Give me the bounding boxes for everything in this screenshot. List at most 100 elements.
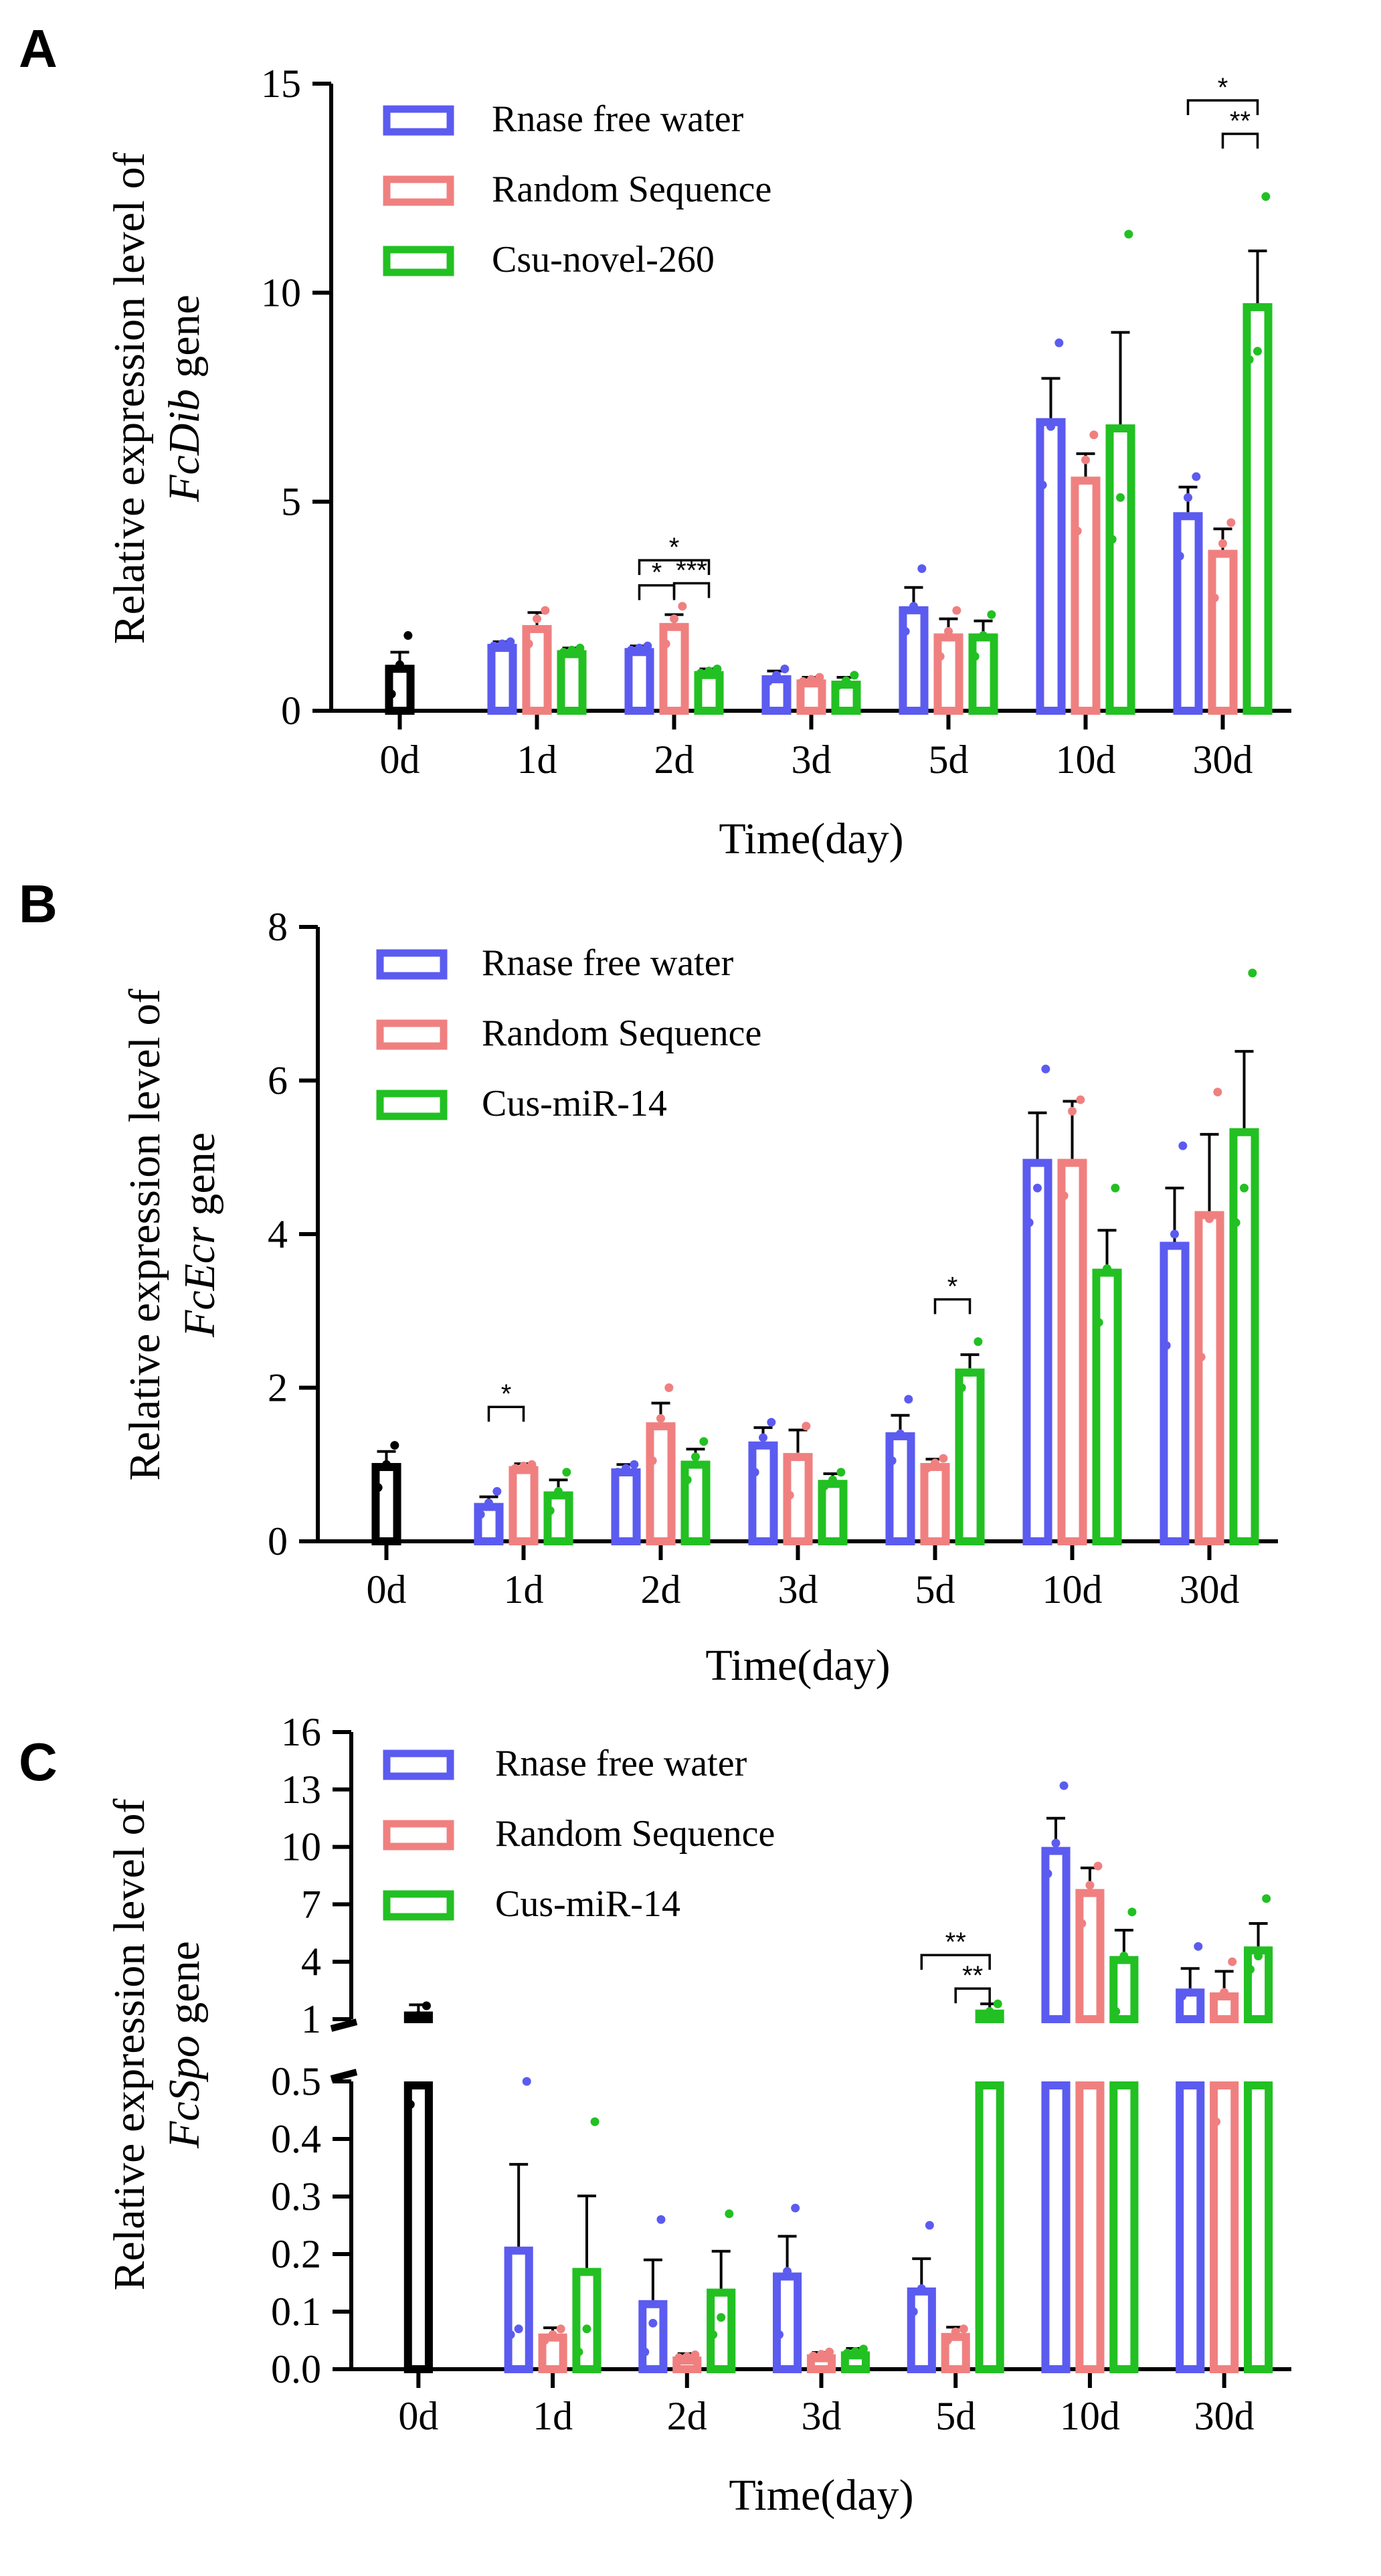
x-tick-label: 5d <box>915 1567 955 1612</box>
x-tick-label: 2d <box>654 738 695 782</box>
significance-label: ** <box>945 1927 966 1957</box>
significance-bracket <box>638 584 676 600</box>
x-tick-label: 10d <box>1042 1567 1103 1612</box>
series1-3d-point-2 <box>815 673 824 682</box>
control-0d-point-0 <box>373 1483 383 1492</box>
series0-1d-point-2 <box>522 2077 531 2086</box>
control-0d-point-1 <box>382 1460 391 1469</box>
series1-30d-point-2 <box>1228 1957 1237 1966</box>
series2-10d-bar <box>1092 1268 1122 1545</box>
series1-1d-point-0 <box>540 2336 549 2345</box>
significance-label: * <box>669 533 680 562</box>
series0-10d-bar-seg1 <box>1041 2081 1071 2373</box>
legend-swatch <box>376 949 448 980</box>
significance-label: * <box>652 558 662 588</box>
series2-5d-point-0 <box>957 1383 966 1392</box>
series2-2d-point-2 <box>725 2209 734 2219</box>
series1-1d-point-0 <box>524 639 533 649</box>
chart-fcecr: 0 2 4 6 8 0d 1d 2d 3d 5d 10d 30d Time(day) Relative e… <box>120 905 1278 1690</box>
significance-bracket <box>954 1987 991 2004</box>
significance-label: * <box>501 1379 512 1409</box>
x-tick-label: 1d <box>533 2394 573 2438</box>
series2-5d-point-1 <box>979 631 988 640</box>
control-0d-point-0 <box>405 2099 415 2109</box>
series1-1d-point-2 <box>541 606 550 615</box>
series0-10d-point-0 <box>1024 1218 1034 1227</box>
significance-bracket <box>1186 99 1259 115</box>
series1-5d-point-1 <box>944 626 953 636</box>
series1-30d-point-0 <box>1196 1353 1206 1362</box>
significance-label: * <box>947 1272 958 1302</box>
series2-5d-point-2 <box>974 1337 983 1347</box>
series2-30d-bar-seg1 <box>1243 2081 1273 2373</box>
series2-5d-bar <box>968 633 998 715</box>
series1-2d-point-0 <box>648 1456 657 1466</box>
series0-30d-point-2 <box>1194 1942 1203 1951</box>
series2-10d-point-1 <box>1116 493 1125 502</box>
series1-30d-point-0 <box>1212 2117 1221 2126</box>
series2-1d-bar <box>543 1491 573 1546</box>
x-tick-label: 10d <box>1056 738 1116 782</box>
series0-30d-point-0 <box>1175 551 1184 561</box>
legend-label: Random Sequence <box>495 1813 775 1855</box>
series2-2d-point-0 <box>709 2330 718 2339</box>
y-axis-title-gene: FcDib <box>160 389 209 503</box>
control-0d-bar-seg1 <box>403 2081 433 2373</box>
series1-10d-point-2 <box>1093 1861 1103 1871</box>
series1-1d-bar <box>509 1466 539 1545</box>
series0-3d-point-1 <box>771 671 781 680</box>
series1-2d-point-0 <box>674 2353 684 2363</box>
control-0d-point-2 <box>422 2001 431 2010</box>
significance-label: * <box>1218 73 1228 102</box>
series1-30d-point-2 <box>1213 1088 1222 1097</box>
series2-30d-point-2 <box>1261 192 1271 201</box>
y-tick-label-lower: 0.4 <box>271 2117 321 2161</box>
series0-10d-point-0 <box>1038 481 1047 490</box>
x-tick-label: 0d <box>367 1567 407 1612</box>
series1-30d-bar-seg1 <box>1210 2081 1239 2373</box>
x-tick-label: 30d <box>1194 2394 1255 2438</box>
series0-1d-point-0 <box>476 1510 485 1519</box>
legend-label: Cus-miR-14 <box>495 1883 680 1925</box>
series1-3d-point-2 <box>825 2347 834 2356</box>
series2-5d-point-2 <box>993 1999 1002 2008</box>
series0-5d-point-0 <box>901 626 910 636</box>
series0-10d-point-2 <box>1041 1064 1050 1074</box>
series2-1d-point-2 <box>575 643 585 653</box>
series2-1d-point-0 <box>545 1506 555 1515</box>
series0-2d-bar <box>611 1468 641 1546</box>
series0-5d-point-2 <box>917 564 927 574</box>
series0-1d-point-0 <box>489 641 498 651</box>
series2-5d-bar-seg1 <box>975 2081 1004 2373</box>
series2-3d-bar <box>818 1480 848 1545</box>
series1-5d-point-0 <box>935 652 945 661</box>
series0-3d-point-0 <box>774 2330 784 2339</box>
series2-1d-bar <box>557 650 587 715</box>
series0-30d-bar-seg1 <box>1176 2081 1205 2373</box>
series0-2d-point-1 <box>621 1464 630 1473</box>
series1-10d-point-1 <box>1085 1881 1095 1890</box>
series0-5d-point-1 <box>909 602 918 611</box>
series2-30d-point-0 <box>1245 1965 1255 1974</box>
series2-5d-point-0 <box>970 652 980 661</box>
series1-1d-point-1 <box>533 614 541 624</box>
series2-10d-point-2 <box>1124 230 1133 239</box>
y-axis-title-suffix: gene <box>160 1941 209 2035</box>
series1-30d-point-1 <box>1205 1214 1214 1223</box>
y-axis-title-line1: Relative expression level of <box>120 989 169 1481</box>
series2-1d-bar <box>572 2267 602 2373</box>
y-tick-label: 4 <box>268 1212 288 1256</box>
series2-3d-point-1 <box>850 2346 860 2356</box>
series2-30d-bar-seg0 <box>1243 1946 1273 2024</box>
series0-1d-point-1 <box>484 1498 493 1508</box>
series1-30d-point-1 <box>1218 539 1227 548</box>
x-tick-label: 1d <box>517 738 557 782</box>
series1-2d-point-1 <box>656 1413 665 1423</box>
series2-1d-point-1 <box>582 2324 591 2334</box>
panel-a-letter: A <box>19 19 58 78</box>
series0-30d-bar <box>1173 512 1203 715</box>
y-tick-label-lower: 0.2 <box>271 2232 321 2276</box>
series1-1d-point-1 <box>548 2330 557 2339</box>
series0-3d-point-1 <box>783 2267 792 2276</box>
